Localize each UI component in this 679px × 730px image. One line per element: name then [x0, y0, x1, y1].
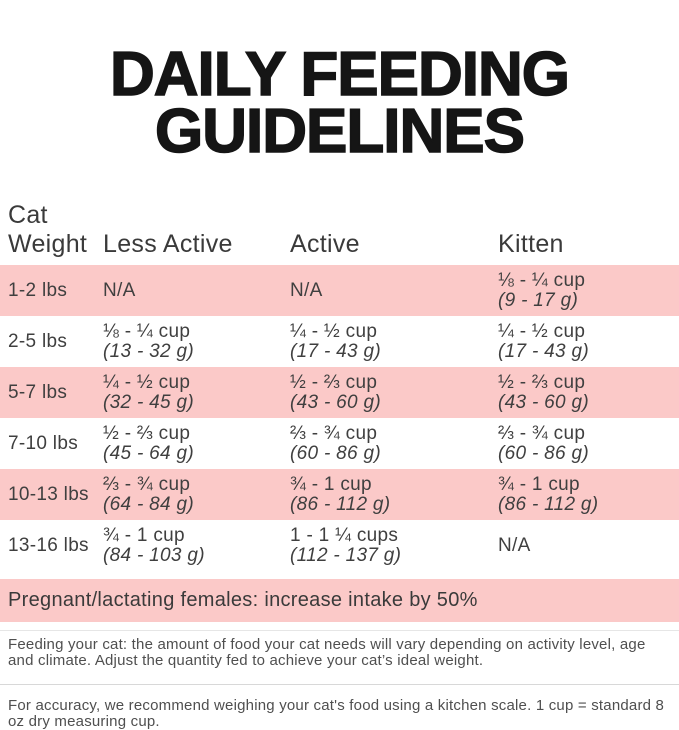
- cell-kitten: ⅛ - ¼ cup (9 - 17 g): [498, 269, 679, 311]
- cell-active: ⅔ - ¾ cup (60 - 86 g): [290, 422, 498, 464]
- cell-active: ¼ - ½ cup (17 - 43 g): [290, 320, 498, 362]
- cup-amount: ⅛ - ¼ cup: [103, 320, 191, 342]
- cell-kitten: ⅔ - ¾ cup (60 - 86 g): [498, 422, 679, 464]
- gram-range: (60 - 86 g): [290, 442, 381, 464]
- weight-label: 13-16 lbs: [8, 534, 89, 556]
- cup-amount: ½ - ⅔ cup: [103, 422, 191, 444]
- cup-amount: ⅛ - ¼ cup: [498, 269, 586, 291]
- pregnant-lactating-banner: Pregnant/lactating females: increase int…: [0, 579, 679, 623]
- divider: [0, 684, 679, 686]
- table-row: 10-13 lbs ⅔ - ¾ cup (64 - 84 g) ¾ - 1 cu…: [0, 469, 679, 521]
- cell-active: ¾ - 1 cup (86 - 112 g): [290, 473, 498, 515]
- cell-active: 1 - 1 ¼ cups (112 - 137 g): [290, 524, 498, 566]
- gram-range: (112 - 137 g): [290, 544, 402, 566]
- weight-label: 10-13 lbs: [8, 483, 89, 505]
- gram-range: (43 - 60 g): [290, 391, 381, 413]
- cell-kitten: ¼ - ½ cup (17 - 43 g): [498, 320, 679, 362]
- weight-label: 1-2 lbs: [8, 279, 68, 301]
- cell-kitten: ½ - ⅔ cup (43 - 60 g): [498, 371, 679, 413]
- note-accuracy: For accuracy, we recommend weighing your…: [8, 697, 665, 730]
- table-row: 13-16 lbs ¾ - 1 cup (84 - 103 g) 1 - 1 ¼…: [0, 520, 679, 571]
- cup-amount: ¼ - ½ cup: [498, 320, 586, 342]
- divider: [0, 630, 679, 632]
- cell-kitten: N/A: [498, 534, 679, 556]
- cup-amount: ⅔ - ¾ cup: [498, 422, 586, 444]
- gram-range: (84 - 103 g): [103, 544, 205, 566]
- cell-less-active: ¾ - 1 cup (84 - 103 g): [103, 524, 290, 566]
- cell-active: ½ - ⅔ cup (43 - 60 g): [290, 371, 498, 413]
- gram-range: (17 - 43 g): [498, 340, 589, 362]
- cup-amount: ⅔ - ¾ cup: [290, 422, 378, 444]
- weight-label: 7-10 lbs: [8, 432, 78, 454]
- table-row: 1-2 lbs N/A N/A ⅛ - ¼ cup (9 - 17 g): [0, 265, 679, 317]
- header-active: Active: [290, 230, 360, 259]
- gram-range: (86 - 112 g): [290, 493, 391, 515]
- page-title: DAILY FEEDING GUIDELINES: [0, 39, 679, 166]
- cup-amount: ⅔ - ¾ cup: [103, 473, 191, 495]
- cup-amount: ¼ - ½ cup: [103, 371, 191, 393]
- cup-amount: N/A: [103, 279, 136, 301]
- feeding-table: 1-2 lbs N/A N/A ⅛ - ¼ cup (9 - 17 g) 2-5…: [0, 265, 679, 571]
- cup-amount: ¾ - 1 cup: [290, 473, 372, 495]
- header-cat-weight-line2: Weight: [8, 230, 88, 259]
- page-title-line1: DAILY FEEDING: [109, 39, 571, 109]
- gram-range: (64 - 84 g): [103, 493, 194, 515]
- gram-range: (86 - 112 g): [498, 493, 599, 515]
- cup-amount: ½ - ⅔ cup: [290, 371, 378, 393]
- gram-range: (45 - 64 g): [103, 442, 194, 464]
- gram-range: (32 - 45 g): [103, 391, 194, 413]
- cell-less-active: ⅔ - ¾ cup (64 - 84 g): [103, 473, 290, 515]
- cup-amount: N/A: [498, 534, 531, 556]
- cell-less-active: ⅛ - ¼ cup (13 - 32 g): [103, 320, 290, 362]
- cell-less-active: ¼ - ½ cup (32 - 45 g): [103, 371, 290, 413]
- table-header: Cat Weight Less Active Active Kitten: [0, 201, 679, 261]
- cup-amount: ½ - ⅔ cup: [498, 371, 586, 393]
- header-cat-weight-line1: Cat: [8, 201, 48, 230]
- gram-range: (43 - 60 g): [498, 391, 589, 413]
- table-row: 2-5 lbs ⅛ - ¼ cup (13 - 32 g) ¼ - ½ cup …: [0, 316, 679, 367]
- header-kitten: Kitten: [498, 230, 564, 259]
- weight-label: 5-7 lbs: [8, 381, 68, 403]
- note-feeding: Feeding your cat: the amount of food you…: [8, 636, 646, 670]
- table-row: 5-7 lbs ¼ - ½ cup (32 - 45 g) ½ - ⅔ cup …: [0, 367, 679, 419]
- cell-active: N/A: [290, 279, 498, 301]
- header-cat-weight: Cat Weight: [0, 201, 103, 261]
- cell-less-active: ½ - ⅔ cup (45 - 64 g): [103, 422, 290, 464]
- gram-range: (60 - 86 g): [498, 442, 589, 464]
- gram-range: (17 - 43 g): [290, 340, 381, 362]
- cup-amount: ¾ - 1 cup: [103, 524, 185, 546]
- page-title-line2: GUIDELINES: [154, 96, 525, 166]
- cup-amount: ¼ - ½ cup: [290, 320, 378, 342]
- cup-amount: N/A: [290, 279, 323, 301]
- cell-kitten: ¾ - 1 cup (86 - 112 g): [498, 473, 679, 515]
- cup-amount: 1 - 1 ¼ cups: [290, 524, 399, 546]
- table-row: 7-10 lbs ½ - ⅔ cup (45 - 64 g) ⅔ - ¾ cup…: [0, 418, 679, 469]
- gram-range: (13 - 32 g): [103, 340, 194, 362]
- weight-label: 2-5 lbs: [8, 330, 68, 352]
- cell-less-active: N/A: [103, 279, 290, 301]
- gram-range: (9 - 17 g): [498, 289, 579, 311]
- cup-amount: ¾ - 1 cup: [498, 473, 580, 495]
- header-less-active: Less Active: [103, 230, 233, 259]
